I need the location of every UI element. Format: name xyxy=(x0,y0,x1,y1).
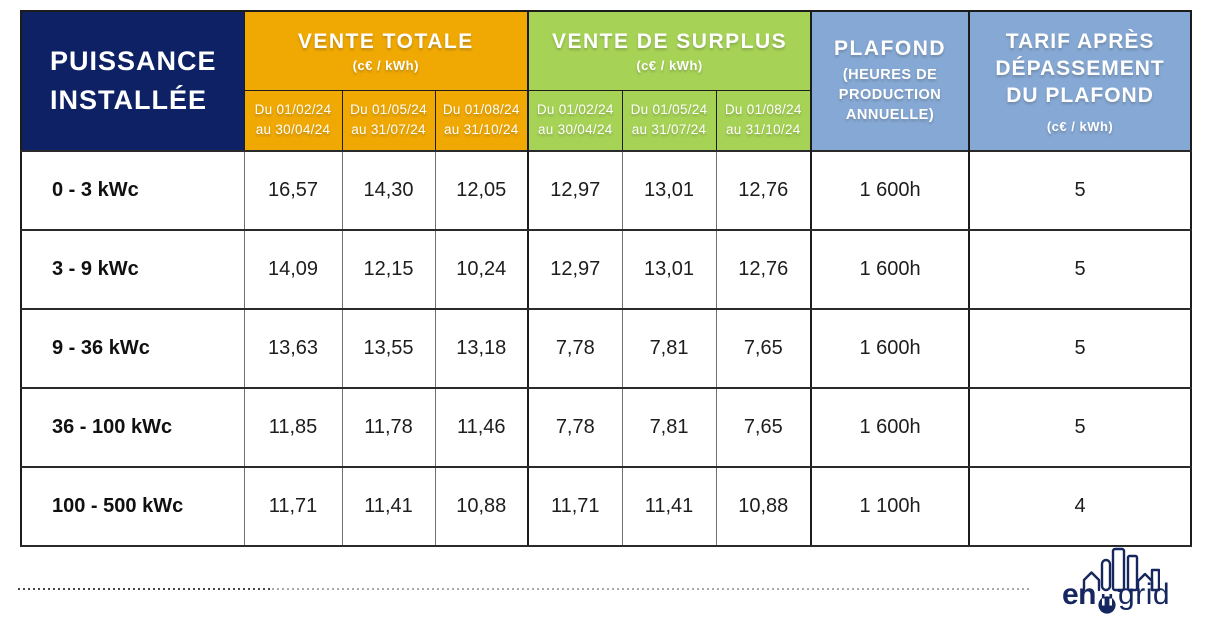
cell-vs-p3: 7,65 xyxy=(715,387,812,468)
table-row-2: 9 - 36 kWc 13,63 13,55 13,18 7,78 7,81 7… xyxy=(20,308,1192,389)
cell-vs-p1: 7,78 xyxy=(527,308,623,389)
cell-power-range: 36 - 100 kWc xyxy=(20,387,245,468)
period-from: Du 01/08/24 xyxy=(442,102,520,117)
tariff-table: PUISSANCE INSTALLÉE VENTE TOTALE (c€ / k… xyxy=(20,10,1193,547)
cell-tarif-depassement: 5 xyxy=(968,308,1192,389)
header-plafond: PLAFOND (HEURES DE PRODUCTION ANNUELLE) xyxy=(810,10,970,152)
cell-vs-p3: 7,65 xyxy=(715,308,812,389)
plafond-title: PLAFOND xyxy=(834,37,947,61)
cell-vs-p3: 12,76 xyxy=(715,229,812,310)
tarif-title: TARIF APRÈS DÉPASSEMENT DU PLAFOND xyxy=(995,29,1165,108)
vente-surplus-title: VENTE DE SURPLUS xyxy=(551,29,788,53)
cell-vs-p1: 12,97 xyxy=(527,229,623,310)
city-skyline-icon xyxy=(1082,547,1160,592)
cell-vt-p1: 11,85 xyxy=(243,387,343,468)
period-from: Du 01/02/24 xyxy=(254,102,332,117)
cell-plafond: 1 600h xyxy=(810,387,970,468)
period-vt-3: Du 01/08/24 au 31/10/24 xyxy=(434,89,529,152)
cell-vt-p3: 10,24 xyxy=(434,229,529,310)
plug-icon xyxy=(1097,590,1117,614)
period-vs-2: Du 01/05/24 au 31/07/24 xyxy=(621,89,717,152)
dotted-divider-light xyxy=(272,588,1030,590)
cell-vs-p2: 13,01 xyxy=(621,229,717,310)
period-to: au 30/04/24 xyxy=(537,122,613,138)
cell-plafond: 1 100h xyxy=(810,466,970,547)
cell-tarif-depassement: 5 xyxy=(968,229,1192,310)
cell-vt-p3: 12,05 xyxy=(434,150,529,231)
header-puissance-installee: PUISSANCE INSTALLÉE xyxy=(20,10,245,152)
header-group-vente-surplus: VENTE DE SURPLUS (c€ / kWh) xyxy=(527,10,812,91)
cell-vs-p3: 12,76 xyxy=(715,150,812,231)
cell-vt-p2: 13,55 xyxy=(341,308,436,389)
table-row-0: 0 - 3 kWc 16,57 14,30 12,05 12,97 13,01 … xyxy=(20,150,1192,231)
cell-vs-p1: 7,78 xyxy=(527,387,623,468)
period-vs-1: Du 01/02/24 au 30/04/24 xyxy=(527,89,623,152)
cell-vs-p2: 7,81 xyxy=(621,308,717,389)
cell-vt-p3: 13,18 xyxy=(434,308,529,389)
cell-vt-p1: 13,63 xyxy=(243,308,343,389)
period-from: Du 01/02/24 xyxy=(536,102,614,117)
table-row-4: 100 - 500 kWc 11,71 11,41 10,88 11,71 11… xyxy=(20,466,1192,547)
cell-vs-p2: 7,81 xyxy=(621,387,717,468)
cell-power-range: 9 - 36 kWc xyxy=(20,308,245,389)
period-vs-3: Du 01/08/24 au 31/10/24 xyxy=(715,89,812,152)
period-vt-2: Du 01/05/24 au 31/07/24 xyxy=(341,89,436,152)
cell-vs-p1: 11,71 xyxy=(527,466,623,547)
cell-vs-p3: 10,88 xyxy=(715,466,812,547)
logo-text-bold: en xyxy=(1062,578,1097,611)
vente-surplus-unit: (c€ / kWh) xyxy=(636,57,703,73)
cell-tarif-depassement: 5 xyxy=(968,150,1192,231)
tarif-unit: (c€ / kWh) xyxy=(1046,119,1114,135)
cell-vt-p2: 12,15 xyxy=(341,229,436,310)
logo-wordmark: en grid xyxy=(1062,578,1171,614)
header-group-vente-totale: VENTE TOTALE (c€ / kWh) xyxy=(243,10,529,91)
vente-totale-title: VENTE TOTALE xyxy=(297,29,474,53)
period-to: au 31/10/24 xyxy=(443,122,519,138)
cell-vt-p1: 11,71 xyxy=(243,466,343,547)
cell-plafond: 1 600h xyxy=(810,308,970,389)
cell-power-range: 0 - 3 kWc xyxy=(20,150,245,231)
cell-vt-p2: 11,78 xyxy=(341,387,436,468)
period-from: Du 01/05/24 xyxy=(630,102,708,117)
period-from: Du 01/05/24 xyxy=(350,102,427,117)
logo-text-light: grid xyxy=(1118,578,1171,611)
cell-vs-p1: 12,97 xyxy=(527,150,623,231)
cell-tarif-depassement: 5 xyxy=(968,387,1192,468)
enogrid-logo: en grid xyxy=(1056,546,1204,614)
cell-vt-p2: 11,41 xyxy=(341,466,436,547)
cell-vt-p1: 16,57 xyxy=(243,150,343,231)
cell-plafond: 1 600h xyxy=(810,229,970,310)
period-to: au 31/10/24 xyxy=(725,122,801,138)
cell-vt-p3: 10,88 xyxy=(434,466,529,547)
cell-plafond: 1 600h xyxy=(810,150,970,231)
table-row-1: 3 - 9 kWc 14,09 12,15 10,24 12,97 13,01 … xyxy=(20,229,1192,310)
table-row-3: 36 - 100 kWc 11,85 11,78 11,46 7,78 7,81… xyxy=(20,387,1192,468)
cell-vt-p2: 14,30 xyxy=(341,150,436,231)
cell-vs-p2: 13,01 xyxy=(621,150,717,231)
period-to: au 31/07/24 xyxy=(631,122,707,138)
plafond-subtitle: (HEURES DE PRODUCTION ANNUELLE) xyxy=(838,66,942,124)
cell-vt-p3: 11,46 xyxy=(434,387,529,468)
vente-totale-unit: (c€ / kWh) xyxy=(352,57,419,73)
period-to: au 31/07/24 xyxy=(351,122,426,138)
period-from: Du 01/08/24 xyxy=(724,102,802,117)
cell-vt-p1: 14,09 xyxy=(243,229,343,310)
cell-vs-p2: 11,41 xyxy=(621,466,717,547)
cell-power-range: 3 - 9 kWc xyxy=(20,229,245,310)
period-to: au 30/04/24 xyxy=(255,122,331,138)
period-vt-1: Du 01/02/24 au 30/04/24 xyxy=(243,89,343,152)
dotted-divider-dark xyxy=(18,588,272,590)
cell-power-range: 100 - 500 kWc xyxy=(20,466,245,547)
cell-tarif-depassement: 4 xyxy=(968,466,1192,547)
header-tarif-depassement: TARIF APRÈS DÉPASSEMENT DU PLAFOND (c€ /… xyxy=(968,10,1192,152)
